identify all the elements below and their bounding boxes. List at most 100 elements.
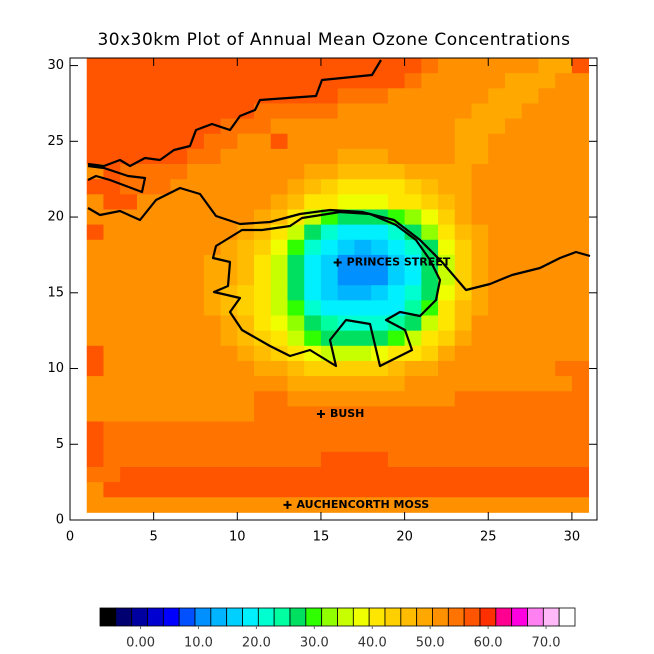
- heatmap-cell: [421, 360, 439, 377]
- heatmap-cell: [136, 482, 155, 498]
- heatmap-cell: [454, 164, 472, 180]
- heatmap-cell: [254, 148, 272, 165]
- heatmap-cell: [371, 421, 389, 438]
- heatmap-cell: [538, 118, 556, 135]
- heatmap-cell: [86, 209, 104, 226]
- heatmap-cell: [304, 133, 322, 150]
- heatmap-cell: [555, 406, 573, 422]
- heatmap-cell: [421, 164, 439, 180]
- heatmap-cell: [120, 421, 138, 438]
- site-label: PRINCES STREET: [347, 255, 451, 268]
- heatmap-cell: [538, 103, 556, 119]
- heatmap-cell: [203, 118, 221, 135]
- heatmap-cell: [103, 285, 121, 301]
- heatmap-cell: [203, 360, 221, 377]
- heatmap-cell: [354, 330, 372, 347]
- heatmap-cell: [454, 254, 472, 271]
- heatmap-cell: [153, 179, 171, 195]
- heatmap-cell: [203, 330, 221, 347]
- heatmap-cell: [237, 391, 255, 407]
- heatmap-cell: [337, 300, 355, 316]
- heatmap-cell: [254, 179, 272, 195]
- heatmap-cell: [438, 209, 456, 226]
- heatmap-cell: [404, 360, 422, 377]
- site-marker: [283, 500, 292, 509]
- heatmap-cell: [421, 239, 439, 256]
- heatmap-cell: [170, 466, 188, 483]
- heatmap-cell: [454, 421, 472, 438]
- heatmap-cell: [237, 254, 255, 271]
- heatmap-cell: [404, 224, 422, 241]
- heatmap-cell: [387, 421, 406, 438]
- heatmap-cell: [254, 315, 272, 332]
- heatmap-cell: [438, 345, 456, 362]
- heatmap-cell: [371, 103, 389, 119]
- heatmap-cell: [387, 376, 406, 392]
- heatmap-cell: [120, 270, 138, 286]
- heatmap-cell: [120, 73, 138, 89]
- heatmap-cell: [254, 376, 272, 392]
- heatmap-cell: [304, 224, 322, 241]
- heatmap-cell: [187, 148, 205, 165]
- heatmap-cell: [538, 436, 556, 453]
- heatmap-cell: [371, 194, 389, 210]
- heatmap-cell: [488, 164, 506, 180]
- heatmap-cell: [220, 451, 238, 468]
- heatmap-cell: [571, 360, 590, 377]
- heatmap-cell: [136, 360, 155, 377]
- heatmap-cell: [254, 391, 272, 407]
- heatmap-cell: [337, 360, 355, 377]
- heatmap-cell: [153, 315, 171, 332]
- heatmap-cell: [270, 73, 288, 89]
- heatmap-cell: [488, 406, 506, 422]
- heatmap-cell: [571, 58, 590, 74]
- heatmap-cell: [354, 391, 372, 407]
- heatmap-cell: [571, 148, 590, 165]
- heatmap-cell: [438, 497, 456, 513]
- heatmap-cell: [287, 421, 305, 438]
- heatmap-cell: [103, 224, 121, 241]
- heatmap-cell: [120, 497, 138, 513]
- heatmap-cell: [555, 497, 573, 513]
- heatmap-cell: [254, 270, 272, 286]
- heatmap-cell: [287, 103, 305, 119]
- heatmap-cell: [471, 179, 489, 195]
- colorbar-swatch: [147, 607, 164, 627]
- heatmap-cell: [371, 345, 389, 362]
- heatmap-cell: [187, 88, 205, 104]
- heatmap-cell: [438, 179, 456, 195]
- heatmap-cell: [438, 254, 456, 271]
- heatmap-cell: [170, 376, 188, 392]
- heatmap-cell: [86, 73, 104, 89]
- heatmap-cell: [354, 103, 372, 119]
- heatmap-cell: [488, 391, 506, 407]
- heatmap-cell: [571, 270, 590, 286]
- heatmap-cell: [421, 194, 439, 210]
- heatmap-cell: [153, 254, 171, 271]
- heatmap-cell: [555, 285, 573, 301]
- heatmap-cell: [571, 224, 590, 241]
- heatmap-cell: [153, 345, 171, 362]
- heatmap-cell: [320, 148, 339, 165]
- heatmap-cell: [220, 376, 238, 392]
- heatmap-cell: [187, 421, 205, 438]
- heatmap-cell: [320, 482, 339, 498]
- heatmap-cell: [320, 436, 339, 453]
- heatmap-cell: [103, 330, 121, 347]
- heatmap-cell: [438, 376, 456, 392]
- heatmap-cell: [538, 239, 556, 256]
- heatmap-cell: [103, 345, 121, 362]
- colorbar-tick-label: 50.0: [416, 636, 445, 651]
- heatmap-cell: [571, 88, 590, 104]
- heatmap-cell: [136, 73, 155, 89]
- heatmap-cell: [404, 239, 422, 256]
- heatmap-cell: [571, 118, 590, 135]
- heatmap-cell: [170, 360, 188, 377]
- heatmap-cell: [103, 118, 121, 135]
- chart-title: 30x30km Plot of Annual Mean Ozone Concen…: [97, 30, 570, 50]
- heatmap-cell: [337, 330, 355, 347]
- heatmap-cell: [287, 406, 305, 422]
- heatmap-cell: [354, 497, 372, 513]
- heatmap-cell: [521, 391, 539, 407]
- colorbar-swatch: [542, 607, 560, 627]
